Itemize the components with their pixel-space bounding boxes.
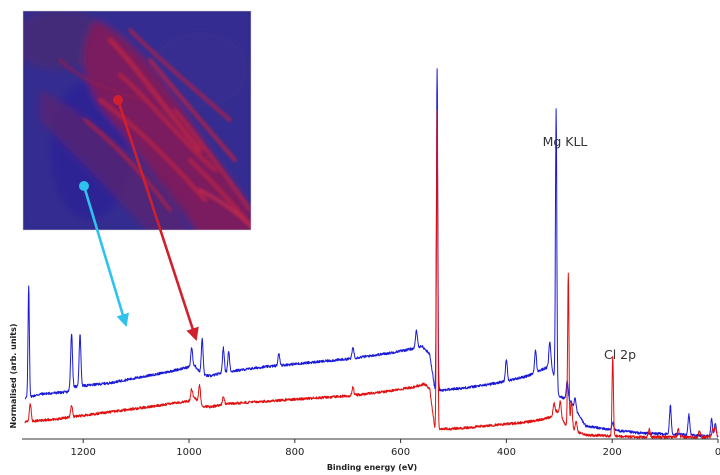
arrow-red — [116, 99, 199, 341]
x-tick-label: 800 — [285, 447, 304, 458]
annotation-mg-kll: Mg KLL — [543, 134, 588, 149]
marker-red-point — [113, 95, 123, 105]
x-axis-label: Binding energy (eV) — [327, 463, 417, 472]
x-tick-label: 0 — [715, 447, 720, 458]
annotation-cl-2p: Cl 2p — [604, 347, 636, 362]
arrow-blue — [82, 185, 129, 327]
inset-frame — [22, 10, 252, 231]
series-layer — [24, 68, 719, 439]
x-tick-label: 1000 — [176, 447, 201, 458]
y-axis-label: Normalised (arb. units) — [9, 324, 18, 429]
x-tick-label: 1200 — [70, 447, 95, 458]
x-ticks: 1200 1000 800 600 400 200 0 — [70, 439, 720, 458]
inset-image — [23, 11, 251, 230]
x-tick-label: 200 — [603, 447, 622, 458]
x-tick-label: 400 — [497, 447, 516, 458]
series-line-blue — [24, 68, 719, 438]
marker-blue-point — [79, 181, 89, 191]
x-tick-label: 600 — [391, 447, 410, 458]
series-line-red — [24, 109, 719, 439]
